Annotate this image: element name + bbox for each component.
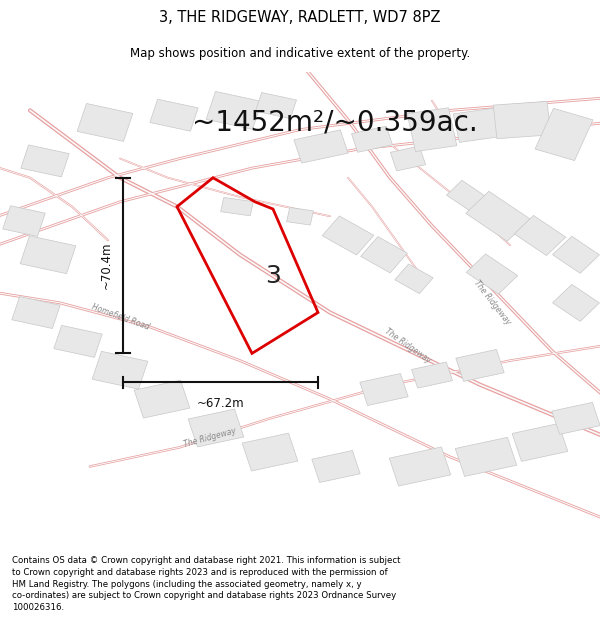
Polygon shape — [446, 181, 490, 214]
Polygon shape — [493, 101, 551, 139]
Polygon shape — [77, 104, 133, 141]
Polygon shape — [535, 108, 593, 161]
Polygon shape — [456, 349, 504, 381]
Polygon shape — [134, 380, 190, 418]
Text: 3: 3 — [265, 264, 281, 288]
Polygon shape — [54, 326, 102, 357]
Text: The Ridgeway: The Ridgeway — [472, 279, 512, 327]
Polygon shape — [395, 264, 433, 294]
Polygon shape — [287, 208, 313, 225]
Polygon shape — [221, 198, 253, 216]
Polygon shape — [552, 402, 600, 434]
Polygon shape — [466, 191, 530, 241]
Polygon shape — [391, 146, 425, 171]
Text: Map shows position and indicative extent of the property.: Map shows position and indicative extent… — [130, 48, 470, 61]
Text: Homefield Road: Homefield Road — [90, 302, 150, 332]
Polygon shape — [466, 254, 518, 294]
Polygon shape — [242, 433, 298, 471]
Polygon shape — [360, 374, 408, 406]
Text: ~1452m²/~0.359ac.: ~1452m²/~0.359ac. — [192, 108, 478, 136]
Polygon shape — [150, 99, 198, 131]
Polygon shape — [453, 107, 507, 142]
Polygon shape — [455, 438, 517, 476]
Text: The Ridgeway: The Ridgeway — [183, 426, 237, 449]
Polygon shape — [3, 206, 45, 236]
Polygon shape — [21, 145, 69, 177]
Text: The Ridgeway: The Ridgeway — [383, 327, 433, 366]
Polygon shape — [12, 296, 60, 329]
Polygon shape — [412, 362, 452, 388]
Polygon shape — [553, 284, 599, 321]
Polygon shape — [312, 451, 360, 482]
Polygon shape — [352, 126, 392, 152]
Polygon shape — [188, 409, 244, 447]
Polygon shape — [389, 447, 451, 486]
Polygon shape — [92, 351, 148, 389]
Polygon shape — [20, 236, 76, 274]
Text: ~67.2m: ~67.2m — [197, 398, 244, 411]
Text: 3, THE RIDGEWAY, RADLETT, WD7 8PZ: 3, THE RIDGEWAY, RADLETT, WD7 8PZ — [159, 11, 441, 26]
Polygon shape — [407, 107, 457, 151]
Polygon shape — [322, 216, 374, 255]
Polygon shape — [206, 91, 262, 129]
Text: ~70.4m: ~70.4m — [100, 242, 113, 289]
Polygon shape — [512, 424, 568, 461]
Text: Contains OS data © Crown copyright and database right 2021. This information is : Contains OS data © Crown copyright and d… — [12, 556, 401, 612]
Polygon shape — [361, 237, 407, 273]
Polygon shape — [514, 216, 566, 256]
Polygon shape — [294, 130, 348, 163]
Polygon shape — [553, 236, 599, 273]
Polygon shape — [256, 92, 296, 119]
